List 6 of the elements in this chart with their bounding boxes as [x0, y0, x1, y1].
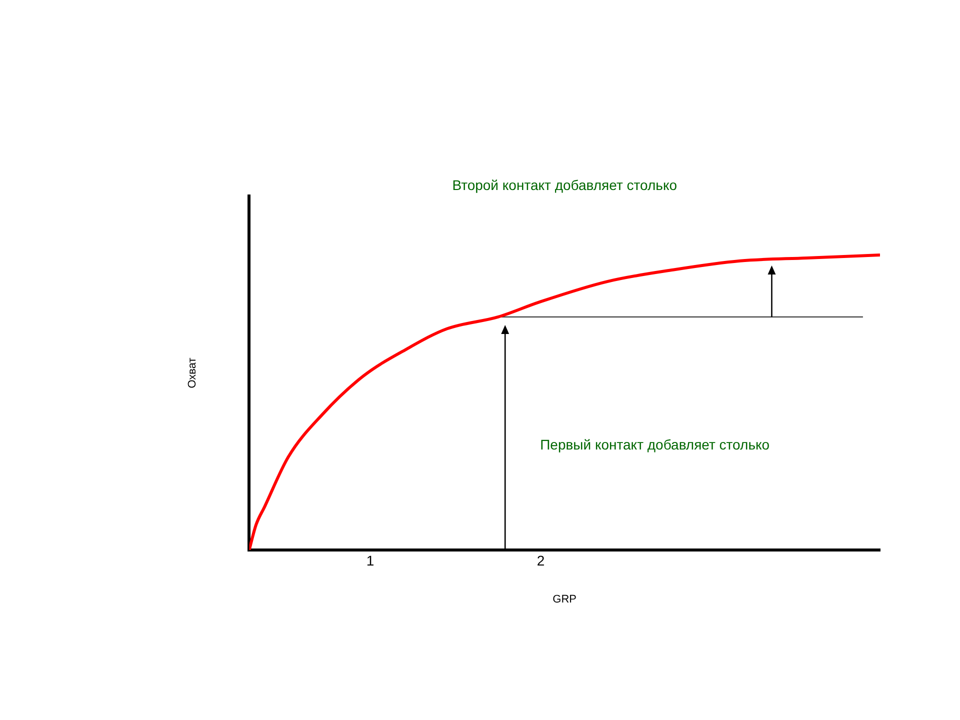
x-tick-label: 1 [366, 552, 374, 568]
y-axis-title: Охват [186, 358, 199, 388]
x-tick-label: 2 [536, 552, 545, 568]
annotation: Первый контакт добавляет столько [540, 436, 770, 452]
x-axis-title: GRP [552, 593, 577, 606]
text: Второй контакт добавляет столько [452, 176, 678, 193]
